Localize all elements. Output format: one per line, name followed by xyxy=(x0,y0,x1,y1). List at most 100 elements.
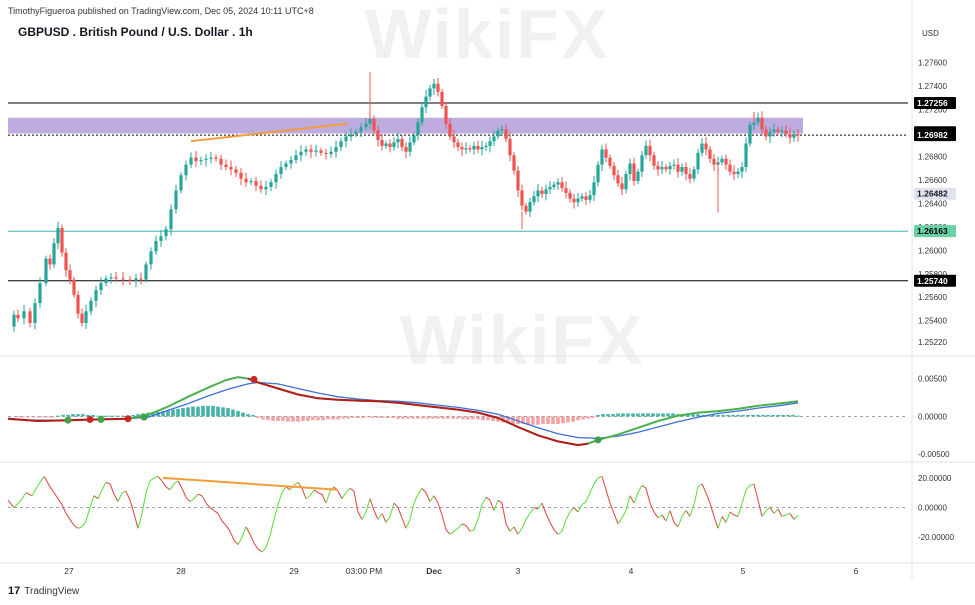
tradingview-logo-icon: 17 xyxy=(8,585,21,597)
oscillator-segment xyxy=(249,534,255,544)
oscillator-segment xyxy=(657,514,663,519)
candle-body xyxy=(632,163,636,182)
oscillator-segment xyxy=(93,495,99,500)
macd-histogram-bar xyxy=(671,413,675,417)
oscillator-segment xyxy=(561,519,567,532)
time-tick-label: 4 xyxy=(629,566,634,576)
oscillator-segment xyxy=(309,489,315,497)
candle-body xyxy=(279,167,283,175)
candle-body xyxy=(174,190,178,210)
macd-histogram-bar xyxy=(466,416,470,420)
oscillator-segment xyxy=(429,495,435,502)
oscillator-segment xyxy=(125,491,131,501)
oscillator-segment xyxy=(97,489,103,499)
candle-body xyxy=(249,181,253,183)
candle-body xyxy=(284,163,288,167)
macd-cross-dot xyxy=(97,415,105,423)
price-tag-box xyxy=(914,274,956,287)
candle-body xyxy=(620,183,624,190)
candle-body xyxy=(576,198,580,203)
oscillator-segment xyxy=(589,483,595,493)
oscillator-segment xyxy=(629,495,635,504)
oscillator-segment xyxy=(261,547,267,553)
candle-body xyxy=(484,145,488,148)
oscillator-segment xyxy=(625,495,631,511)
candle-body xyxy=(768,131,772,137)
macd-histogram-bar xyxy=(281,416,285,421)
candle-body xyxy=(184,164,188,176)
candle-body xyxy=(724,158,728,165)
candle-body xyxy=(121,278,125,280)
oscillator-segment xyxy=(101,482,107,491)
oscillator-segment xyxy=(257,548,263,553)
macd-histogram-bar xyxy=(686,414,690,417)
candle-body xyxy=(784,130,788,135)
price-tick-label: 1.27200 xyxy=(918,106,947,115)
candle-body xyxy=(319,150,323,153)
candle-body xyxy=(169,209,173,230)
candle-body xyxy=(52,243,56,265)
oscillator-segment xyxy=(153,475,159,479)
oscillator-segment xyxy=(613,513,619,525)
oscillator-segment xyxy=(701,483,707,493)
candle-body xyxy=(776,129,780,132)
macd-histogram-bar xyxy=(411,416,415,419)
tradingview-brand[interactable]: 17 TradingView xyxy=(8,585,79,597)
candle-body xyxy=(16,314,20,319)
candle-body xyxy=(384,143,388,146)
oscillator-segment xyxy=(773,508,779,514)
macd-histogram-bar xyxy=(476,416,480,420)
candle-body xyxy=(416,122,420,136)
macd-tick-label: 0.00500 xyxy=(918,375,947,384)
macd-histogram-bar xyxy=(236,411,240,417)
macd-tick-label: 0.00000 xyxy=(918,412,947,421)
candle-body xyxy=(372,118,376,131)
oscillator-segment xyxy=(397,507,403,519)
candle-body xyxy=(660,167,664,170)
oscillator-segment xyxy=(541,502,547,514)
candle-body xyxy=(56,228,60,244)
oscillator-segment xyxy=(349,487,355,492)
oscillator-segment xyxy=(677,516,683,528)
macd-histogram-bar xyxy=(481,416,485,421)
oscillator-segment xyxy=(689,504,695,517)
candle-body xyxy=(408,142,412,152)
macd-histogram-bar xyxy=(336,416,340,420)
macd-line-bear-segment xyxy=(247,377,589,447)
oscillator-segment xyxy=(217,513,223,522)
price-tick-label: 1.25400 xyxy=(918,317,947,326)
macd-histogram-bar xyxy=(776,414,780,417)
price-tick-label: 1.26000 xyxy=(918,246,947,255)
candle-body xyxy=(508,138,512,156)
macd-histogram-bar xyxy=(196,406,200,417)
candle-body xyxy=(234,169,238,173)
candle-body xyxy=(612,165,616,176)
candle-body xyxy=(309,149,313,152)
candle-body xyxy=(420,107,424,123)
watermark-text-mid: WikiFX xyxy=(400,301,645,379)
candle-body xyxy=(452,136,456,143)
macd-histogram-bar xyxy=(166,410,170,417)
candle-body xyxy=(334,147,338,152)
oscillator-segment xyxy=(453,527,459,532)
oscillator-segment xyxy=(273,504,279,520)
oscillator-tick-label: 0.00000 xyxy=(918,504,947,513)
candle-body xyxy=(448,123,452,137)
macd-histogram-bar xyxy=(306,416,310,421)
candle-body xyxy=(492,136,496,142)
oscillator-segment xyxy=(705,492,711,504)
candle-body xyxy=(139,278,143,280)
candle-body xyxy=(780,130,784,132)
oscillator-segment xyxy=(565,511,571,520)
candle-body xyxy=(732,171,736,175)
macd-histogram-bar xyxy=(256,416,260,418)
macd-histogram-bar xyxy=(361,416,365,418)
macd-histogram-bar xyxy=(626,413,630,417)
candle-body xyxy=(144,264,148,280)
price-tick-label: 1.27600 xyxy=(918,59,947,68)
price-tick-label: 1.25600 xyxy=(918,293,947,302)
candle-body xyxy=(532,196,536,203)
candle-body xyxy=(688,174,692,179)
candle-body xyxy=(772,129,776,132)
macd-histogram-bar xyxy=(291,416,295,422)
